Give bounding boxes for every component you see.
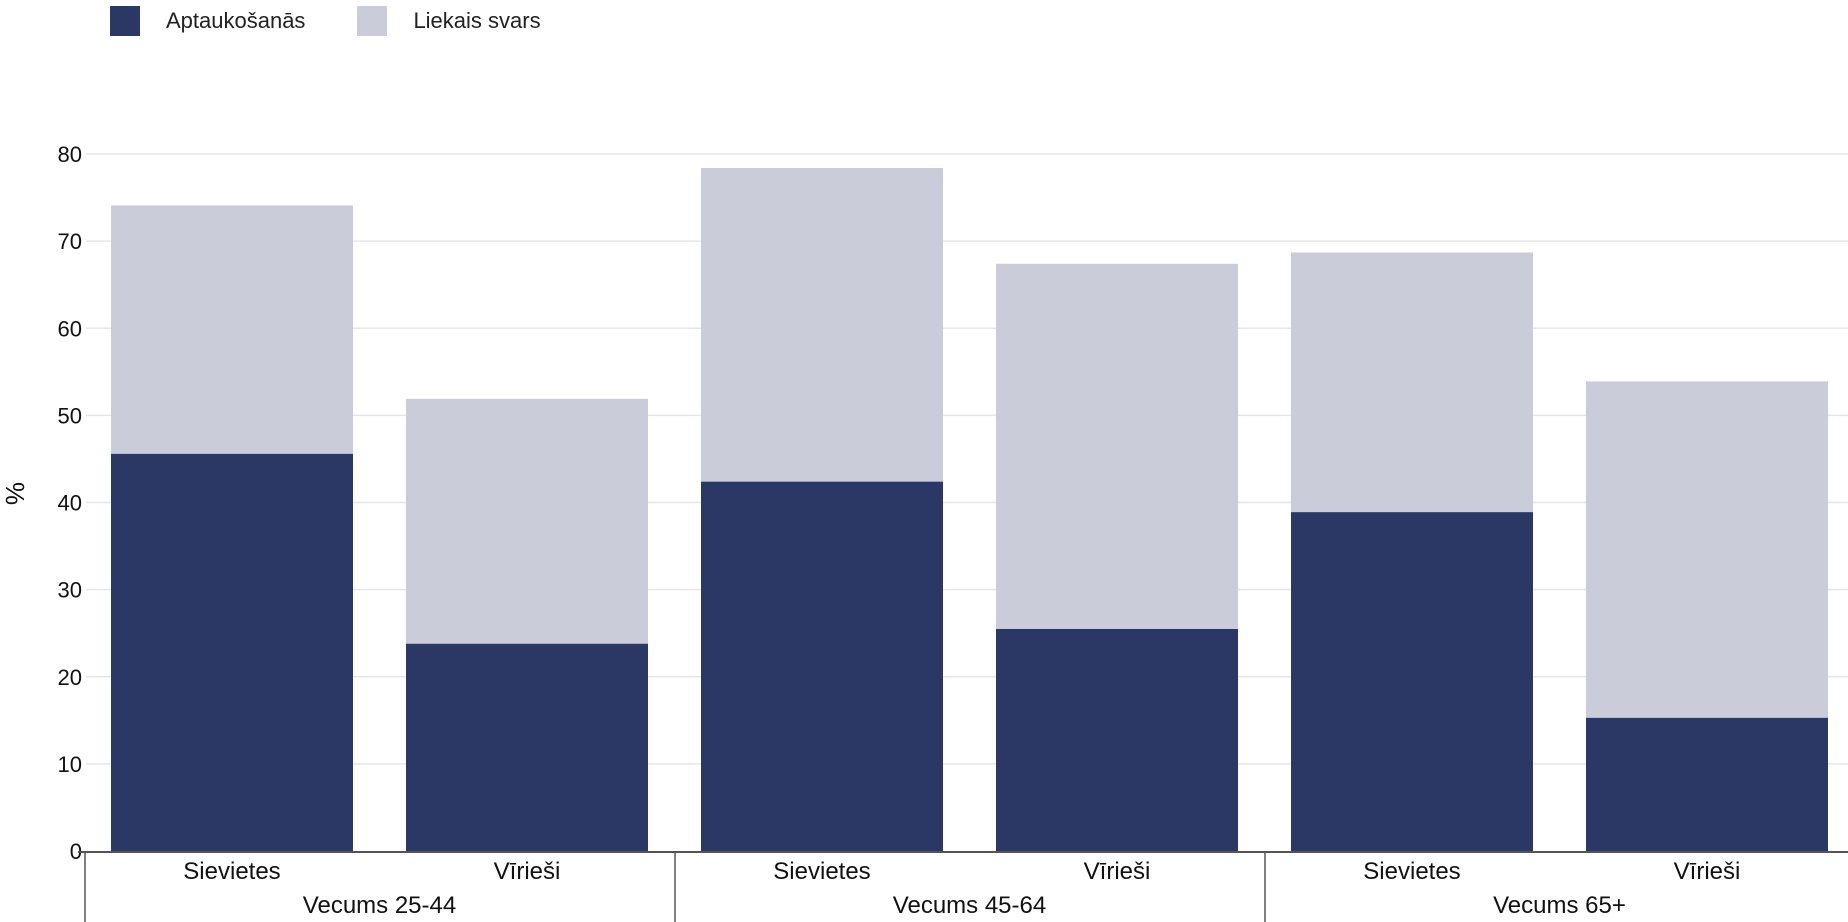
bar-overweight [406,398,648,644]
legend-label-obesity: Aptaukošanās [166,8,306,33]
y-tick-label: 80 [58,142,82,167]
bar-overweight [1586,381,1828,718]
bar-obesity [406,643,648,851]
y-tick-label: 10 [58,752,82,777]
y-tick-label: 20 [58,665,82,690]
x-tick-label: Sievietes [773,858,870,885]
bar-obesity [701,481,943,851]
legend-label-overweight: Liekais svars [413,8,541,33]
group-label: Vecums 45-64 [893,892,1046,919]
legend-item-overweight[interactable]: Liekais svars [357,6,541,36]
bar-obesity [996,628,1238,851]
x-tick-label: Sievietes [183,858,280,885]
y-tick-label: 0 [70,839,82,864]
legend-swatch-obesity [110,6,140,36]
y-tick-label: 40 [58,491,82,516]
bar-overweight [111,205,353,454]
legend-swatch-overweight [357,6,388,36]
bar-obesity [1586,717,1828,851]
bar-obesity [1291,512,1533,851]
bar-obesity [111,453,353,851]
x-tick-label: Vīrieši [494,858,561,885]
y-tick-label: 60 [58,316,82,341]
bar-overweight [701,167,943,482]
y-tick-label: 50 [58,403,82,428]
y-tick-label: 30 [58,578,82,603]
bar-overweight [1291,252,1533,513]
legend-item-obesity[interactable]: Aptaukošanās [110,6,305,36]
group-label: Vecums 65+ [1493,892,1626,919]
legend: Aptaukošanās Liekais svars [110,6,593,36]
y-tick-label: 70 [58,229,82,254]
bar-overweight [996,263,1238,629]
group-label: Vecums 25-44 [303,892,456,919]
x-tick-label: Sievietes [1363,858,1460,885]
x-tick-label: Vīrieši [1674,858,1741,885]
x-tick-label: Vīrieši [1084,858,1151,885]
